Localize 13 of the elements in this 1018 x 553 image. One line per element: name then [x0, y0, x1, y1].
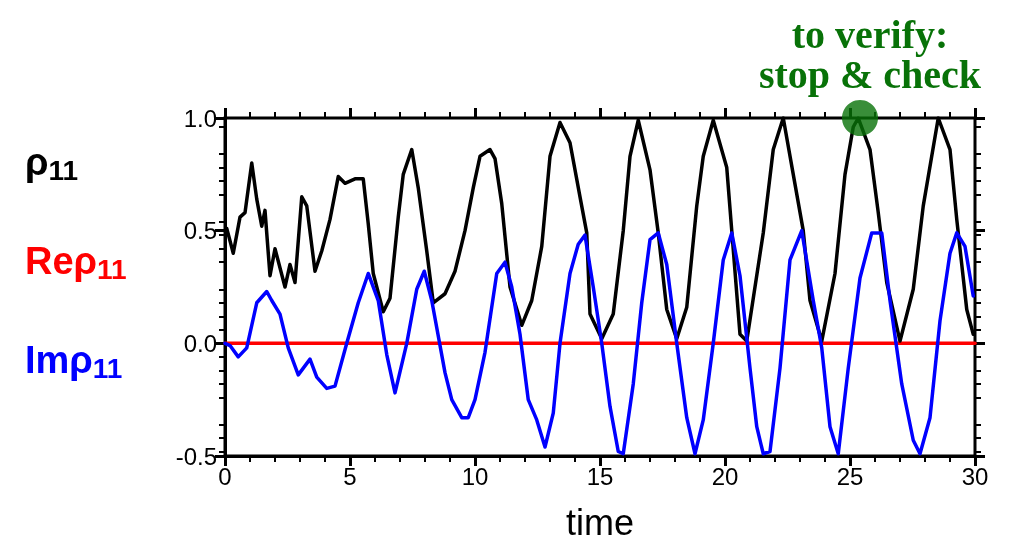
x-tick-label: 0	[218, 462, 232, 490]
x-tick-label: 5	[343, 462, 357, 490]
x-tick-label: 25	[836, 462, 864, 490]
x-tick-label: 20	[711, 462, 739, 490]
y-tick-label: 0.0	[183, 329, 217, 357]
x-tick-label: 10	[461, 462, 489, 490]
x-tick-label: 30	[961, 462, 989, 490]
x-tick-label: 15	[586, 462, 614, 490]
y-tick-label: 1.0	[183, 104, 217, 132]
y-tick-label: -0.5	[175, 442, 217, 470]
y-tick-label: 0.5	[183, 217, 217, 245]
x-axis-title: time	[565, 501, 635, 543]
annotation: to verify: stop & check	[758, 11, 982, 97]
